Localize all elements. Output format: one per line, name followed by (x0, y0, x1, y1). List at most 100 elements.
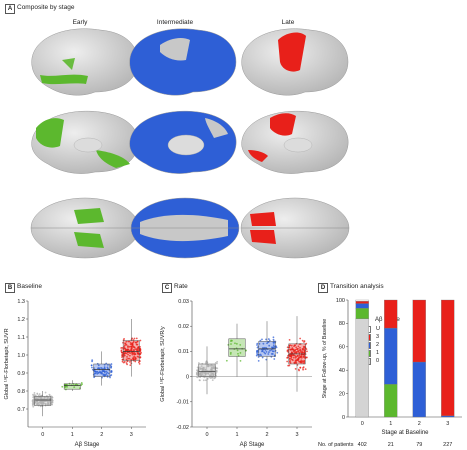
data-point (239, 352, 242, 354)
box (93, 363, 111, 377)
bar-segment (355, 303, 369, 309)
data-point (261, 356, 264, 359)
data-point (204, 368, 207, 371)
data-point (46, 398, 49, 400)
brain-illustrations (30, 28, 350, 259)
data-point (80, 384, 83, 387)
data-point (126, 348, 129, 351)
data-point (131, 342, 134, 345)
column-title-early: Early (72, 19, 88, 26)
data-point (200, 367, 203, 370)
y-tick-label: 0.03 (178, 299, 189, 305)
x-tick-label: 1 (389, 421, 392, 427)
data-point (121, 351, 124, 354)
data-point (39, 396, 41, 399)
baseline-boxplot: 0.7 0.8 0.9 1.0 1.1 1.2 1.3 0 1 2 3 Aβ Stage Global … (3, 299, 146, 448)
x-tick-label: 2 (265, 432, 268, 438)
data-point (123, 344, 126, 347)
data-point (38, 393, 41, 395)
x-tick-label: 0 (205, 432, 208, 438)
data-point (288, 338, 291, 341)
data-point (288, 364, 291, 367)
data-point (139, 356, 142, 358)
data-point (267, 353, 270, 355)
data-point (90, 364, 93, 367)
x-axis-label: Aβ Stage (75, 442, 100, 448)
data-point (207, 365, 210, 367)
patient-count: 227 (443, 442, 452, 448)
data-point (130, 345, 132, 348)
data-point (127, 357, 130, 360)
data-point (294, 367, 297, 370)
data-point (66, 383, 68, 386)
data-point (39, 405, 42, 408)
bar-segment (355, 301, 369, 304)
data-point (216, 367, 219, 370)
data-point (213, 364, 216, 367)
brain-early-dorsal (30, 197, 140, 259)
data-point (106, 366, 109, 369)
data-point (299, 366, 302, 369)
patients-label: No. of patients (318, 442, 354, 448)
data-point (107, 363, 109, 366)
data-point (300, 356, 303, 359)
data-point (268, 339, 271, 342)
data-point (303, 340, 306, 342)
data-point (129, 343, 132, 346)
data-point (130, 347, 133, 350)
data-point (211, 379, 214, 382)
x-axis-label: Aβ Stage (240, 442, 265, 448)
data-point (290, 354, 293, 357)
data-point (271, 346, 273, 349)
data-point (270, 348, 273, 351)
data-point (264, 349, 267, 351)
data-point (195, 371, 198, 374)
brain-early-lateral (31, 28, 139, 96)
y-tick-label: 60 (339, 345, 345, 351)
data-point (305, 348, 308, 351)
data-point (292, 356, 295, 359)
data-point (101, 369, 104, 372)
data-point (216, 360, 219, 363)
data-point (297, 345, 300, 348)
data-point (272, 344, 275, 347)
data-point (265, 346, 267, 349)
brain-late-medial (241, 110, 349, 174)
data-point (123, 354, 126, 357)
data-point (126, 355, 128, 358)
data-point (210, 364, 213, 366)
data-point (124, 342, 126, 345)
data-point (102, 374, 105, 377)
x-tick-label: 3 (295, 432, 298, 438)
data-point (204, 379, 207, 382)
data-point (136, 343, 139, 346)
brain-intermediate-lateral (129, 28, 237, 96)
bar-segment (441, 299, 455, 416)
data-point (128, 354, 131, 357)
x-tick-label: 0 (41, 432, 44, 438)
data-point (73, 386, 76, 389)
data-point (131, 337, 134, 340)
data-point (298, 360, 300, 363)
data-point (288, 355, 291, 358)
x-tick-label: 0 (361, 421, 364, 427)
data-point (289, 348, 292, 351)
data-point (272, 338, 275, 341)
data-point (295, 346, 298, 349)
data-point (288, 361, 291, 363)
data-point (298, 354, 301, 357)
data-point (93, 372, 96, 375)
data-point (265, 358, 268, 361)
bar-segment (355, 299, 369, 302)
data-point (128, 357, 131, 360)
data-point (211, 369, 214, 372)
data-point (230, 343, 232, 345)
data-point (91, 366, 93, 369)
y-tick-label: 40 (339, 368, 345, 374)
panel-b-title: Baseline (17, 283, 42, 290)
data-point (209, 371, 212, 374)
y-tick-label: 0.01 (178, 349, 189, 355)
legend-label: 1 (376, 350, 380, 356)
panel-d-title: Transition analysis (330, 283, 384, 290)
data-point (125, 340, 128, 343)
